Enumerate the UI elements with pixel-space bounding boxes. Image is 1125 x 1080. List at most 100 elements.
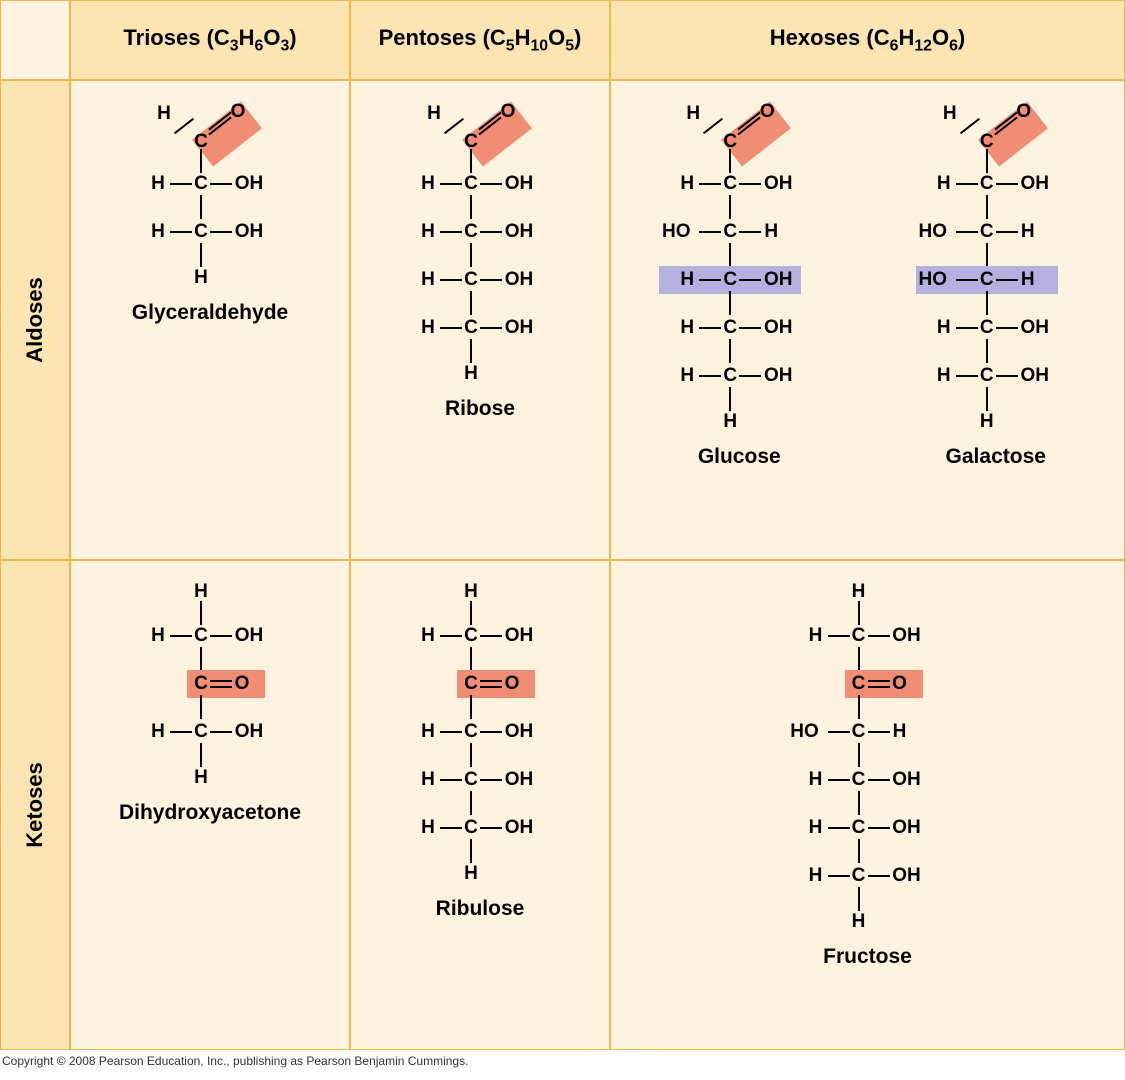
bond-vertical [858, 887, 860, 911]
atom-label: OH [504, 173, 534, 195]
bond-horizontal [699, 375, 721, 377]
bond-horizontal [868, 635, 890, 637]
structure: HHCOHCOHOCHHCOHHCOHHCOHH [768, 581, 968, 933]
row-header-aldoses: Aldoses [0, 80, 70, 560]
molecule-ribose: HCOHCOHHCOHHCOHHCOHHRibose [380, 101, 580, 421]
bond-horizontal [210, 635, 232, 637]
atom-label: H [420, 625, 436, 647]
bond-horizontal [480, 779, 502, 781]
bond-horizontal [868, 680, 890, 682]
atom-label: OH [234, 221, 264, 243]
bond-horizontal [868, 686, 890, 688]
atom-label: H [193, 767, 209, 789]
bond-horizontal [440, 779, 462, 781]
copyright-text: Copyright © 2008 Pearson Education, Inc.… [0, 1050, 1125, 1072]
structure: HCOHCOHHOCHHCOHHCOHHCOHH [639, 101, 839, 433]
atom-label: C [463, 317, 479, 339]
atom-label: OH [504, 769, 534, 791]
molecule-name: Ribose [445, 397, 515, 421]
atom-label: H [936, 173, 952, 195]
atom-label: H [426, 103, 442, 125]
atom-label: C [193, 673, 209, 695]
atom-label: H [679, 269, 695, 291]
bond-horizontal [440, 827, 462, 829]
sugar-table: Trioses (C3H6O3) Pentoses (C5H10O5) Hexo… [0, 0, 1125, 1050]
atom-label: C [722, 365, 738, 387]
atom-label: H [463, 863, 479, 885]
bond-horizontal [170, 731, 192, 733]
atom-label: OH [892, 865, 922, 887]
atom-label: C [463, 769, 479, 791]
bond-vertical [986, 149, 988, 173]
atom-label: H [156, 103, 172, 125]
atom-label: H [936, 365, 952, 387]
cell-ketoses-trioses: HHCOHCOHCOHHDihydroxyacetone [70, 560, 350, 1050]
atom-label: O [759, 101, 775, 123]
molecule-ribulose: HHCOHCOHCOHHCOHHCOHHRibulose [380, 581, 580, 921]
bond-vertical [858, 647, 860, 671]
atom-label: H [763, 221, 779, 243]
bond-vertical [200, 195, 202, 219]
bond-horizontal [480, 827, 502, 829]
structure: HHCOHCOHCOHHCOHHCOHH [380, 581, 580, 885]
atom-label: C [722, 269, 738, 291]
atom-label: O [504, 673, 520, 695]
bond-diagonal [960, 118, 980, 134]
bond-horizontal [210, 231, 232, 233]
bond-horizontal [210, 183, 232, 185]
bond-vertical [200, 243, 202, 267]
bond-vertical [729, 149, 731, 173]
atom-label: C [722, 317, 738, 339]
bond-vertical [200, 601, 202, 625]
bond-horizontal [868, 875, 890, 877]
atom-label: OH [1020, 317, 1050, 339]
bond-horizontal [210, 731, 232, 733]
bond-vertical [729, 339, 731, 363]
structure: HCOHCOHHCOHH [110, 101, 310, 289]
atom-label: H [420, 769, 436, 791]
atom-label: C [193, 721, 209, 743]
col-header-trioses: Trioses (C3H6O3) [70, 0, 350, 80]
bond-vertical [470, 339, 472, 363]
bond-horizontal [868, 731, 890, 733]
bond-vertical [986, 195, 988, 219]
molecule-name: Glucose [698, 445, 781, 469]
bond-vertical [470, 291, 472, 315]
bond-vertical [470, 743, 472, 767]
atom-label: OH [234, 721, 264, 743]
bond-vertical [470, 243, 472, 267]
bond-horizontal [956, 375, 978, 377]
atom-label: OH [234, 625, 264, 647]
atom-label: H [679, 173, 695, 195]
bond-horizontal [828, 731, 850, 733]
bond-horizontal [868, 779, 890, 781]
bond-horizontal [739, 231, 761, 233]
atom-label: OH [892, 817, 922, 839]
bond-vertical [470, 695, 472, 719]
atom-label: H [420, 317, 436, 339]
atom-label: OH [763, 269, 793, 291]
atom-label: C [193, 625, 209, 647]
bond-horizontal [699, 183, 721, 185]
bond-vertical [986, 291, 988, 315]
atom-label: C [193, 221, 209, 243]
bond-diagonal [444, 118, 464, 134]
bond-vertical [858, 695, 860, 719]
atom-label: C [851, 625, 867, 647]
molecule-name: Ribulose [436, 897, 525, 921]
atom-label: O [500, 101, 516, 123]
atom-label: H [722, 411, 738, 433]
atom-label: C [851, 673, 867, 695]
bond-diagonal [703, 118, 723, 134]
bond-vertical [470, 195, 472, 219]
atom-label: C [463, 721, 479, 743]
atom-label: O [234, 673, 250, 695]
bond-horizontal [440, 279, 462, 281]
bond-horizontal [739, 375, 761, 377]
bond-horizontal [440, 183, 462, 185]
atom-label: H [1020, 221, 1036, 243]
atom-label: H [808, 625, 824, 647]
atom-label: H [420, 721, 436, 743]
molecule-dihydroxyacetone: HHCOHCOHCOHHDihydroxyacetone [110, 581, 310, 825]
atom-label: H [193, 267, 209, 289]
